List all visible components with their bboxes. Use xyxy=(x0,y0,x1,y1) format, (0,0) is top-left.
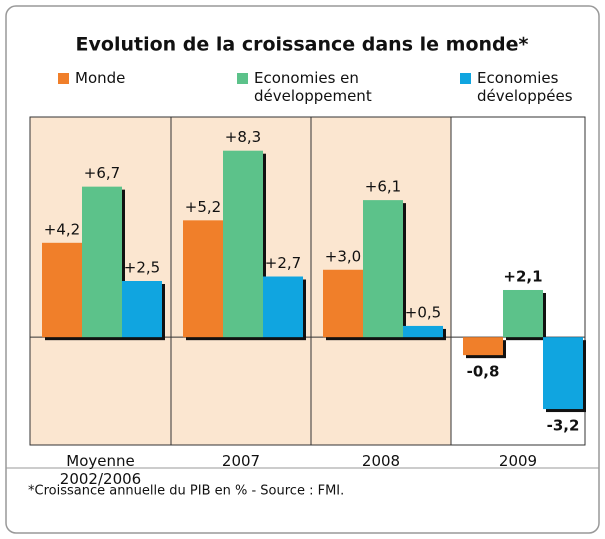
bar xyxy=(363,200,403,338)
legend-swatch xyxy=(237,73,248,84)
x-tick-label: 2009 xyxy=(498,452,538,470)
data-label: +2,5 xyxy=(124,259,160,277)
bar xyxy=(183,220,223,338)
x-tick-label: 2007 xyxy=(221,452,261,470)
data-label: +4,2 xyxy=(44,220,80,238)
bar xyxy=(543,337,583,410)
data-label: +0,5 xyxy=(405,303,441,321)
bar xyxy=(503,289,543,338)
bar xyxy=(122,281,162,338)
legend-label: Economies développées xyxy=(477,69,573,105)
data-label: +2,7 xyxy=(265,254,301,272)
bar xyxy=(42,242,82,338)
footnote: *Croissance annuelle du PIB en % - Sourc… xyxy=(28,484,344,499)
data-label: -0,8 xyxy=(467,363,500,381)
bar xyxy=(223,150,263,338)
bar xyxy=(403,325,443,338)
bar xyxy=(82,186,122,338)
legend-swatch xyxy=(58,73,69,84)
bar xyxy=(323,269,363,338)
x-tick-label: 2008 xyxy=(361,452,401,470)
chart-title: Evolution de la croissance dans le monde… xyxy=(76,34,529,56)
data-label: +8,3 xyxy=(225,128,261,146)
data-label: +5,2 xyxy=(185,198,221,216)
plot-border xyxy=(29,116,586,446)
legend-label: Economies en développement xyxy=(254,69,372,105)
data-label: +2,1 xyxy=(503,267,542,285)
data-label: +6,1 xyxy=(365,178,401,196)
legend-swatch xyxy=(460,73,471,84)
data-label: -3,2 xyxy=(547,417,580,435)
legend-label: Monde xyxy=(75,69,126,87)
data-label: +6,7 xyxy=(84,164,120,182)
bar xyxy=(463,337,503,356)
bar xyxy=(263,276,303,338)
x-tick-label: Moyenne 2002/2006 xyxy=(59,452,142,488)
data-label: +3,0 xyxy=(325,247,361,265)
